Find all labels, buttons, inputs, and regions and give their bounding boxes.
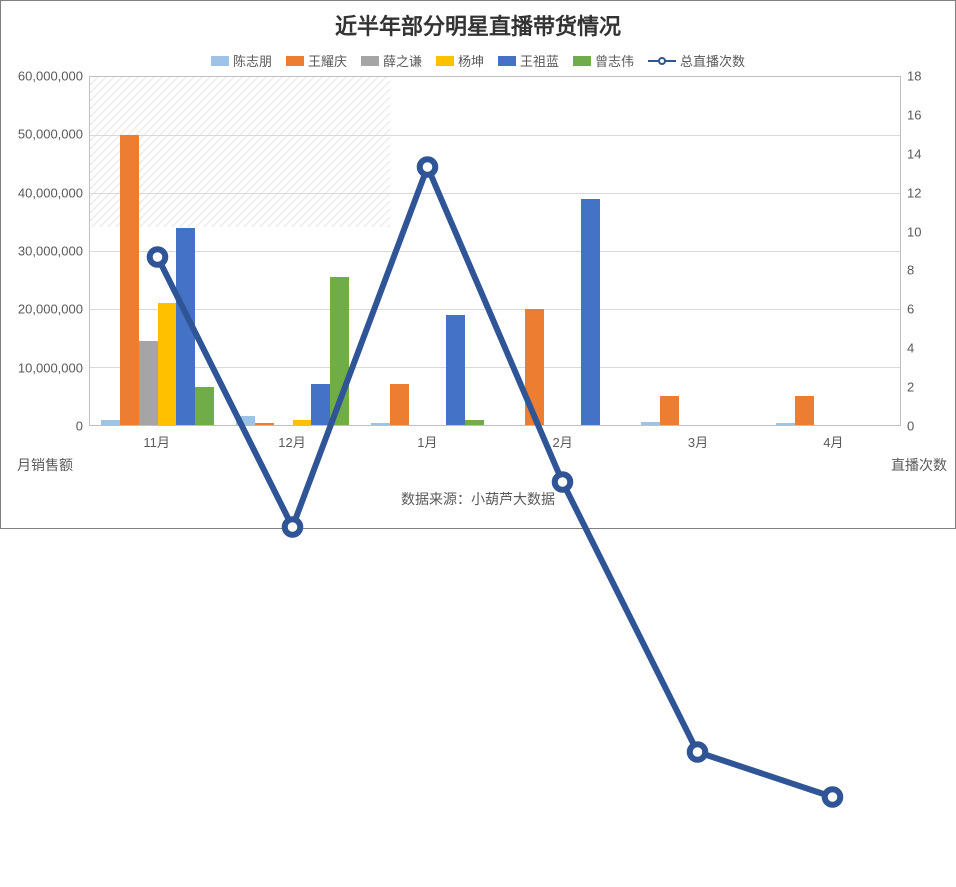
line-marker [285, 519, 301, 535]
chart-title: 近半年部分明星直播带货情况 [1, 9, 955, 41]
plot-row: 60,000,00050,000,00040,000,00030,000,000… [1, 76, 955, 426]
y-left-axis-title: 月销售额 [17, 455, 93, 475]
legend-swatch [573, 56, 591, 66]
y-right-axis-title: 直播次数 [891, 455, 947, 475]
y-tick-label: 6 [907, 303, 914, 316]
y-tick-label: 12 [907, 186, 921, 199]
legend-swatch [211, 56, 229, 66]
y-tick-label: 18 [907, 70, 921, 83]
legend-item: 杨坤 [436, 51, 484, 70]
legend-label: 王祖蓝 [520, 51, 559, 70]
line-marker [420, 159, 436, 175]
axis-title-row: 月销售额 直播次数 [1, 455, 955, 477]
legend-swatch [361, 56, 379, 66]
legend-item: 薛之谦 [361, 51, 422, 70]
legend-item: 王耀庆 [286, 51, 347, 70]
line-layer [90, 77, 900, 887]
plot-area [89, 76, 901, 426]
legend-label: 杨坤 [458, 51, 484, 70]
y-axis-left: 60,000,00050,000,00040,000,00030,000,000… [1, 76, 89, 426]
trend-line [158, 167, 833, 797]
y-tick-label: 4 [907, 342, 914, 355]
y-tick-label: 2 [907, 381, 914, 394]
chart-container: 近半年部分明星直播带货情况 陈志朋 王耀庆 薛之谦 杨坤 王祖蓝 曾志伟 总直播次数 60,… [0, 0, 956, 529]
legend-swatch [436, 56, 454, 66]
legend-item: 王祖蓝 [498, 51, 559, 70]
y-tick-label: 10 [907, 225, 921, 238]
y-tick-label: 40,000,000 [18, 186, 83, 199]
legend-label: 薛之谦 [383, 51, 422, 70]
legend-line-swatch [648, 55, 676, 67]
legend-item: 总直播次数 [648, 51, 745, 70]
line-marker [825, 789, 841, 805]
legend-item: 曾志伟 [573, 51, 634, 70]
y-axis-right: 181614121086420 [901, 76, 955, 426]
legend-label: 曾志伟 [595, 51, 634, 70]
y-tick-label: 8 [907, 264, 914, 277]
legend: 陈志朋 王耀庆 薛之谦 杨坤 王祖蓝 曾志伟 总直播次数 [1, 51, 955, 70]
y-tick-label: 10,000,000 [18, 361, 83, 374]
y-tick-label: 20,000,000 [18, 303, 83, 316]
legend-label: 王耀庆 [308, 51, 347, 70]
y-tick-label: 30,000,000 [18, 245, 83, 258]
y-tick-label: 60,000,000 [18, 70, 83, 83]
legend-item: 陈志朋 [211, 51, 272, 70]
legend-label: 总直播次数 [680, 51, 745, 70]
line-marker [690, 744, 706, 760]
legend-swatch [498, 56, 516, 66]
y-tick-label: 14 [907, 147, 921, 160]
y-tick-label: 16 [907, 108, 921, 121]
legend-label: 陈志朋 [233, 51, 272, 70]
y-tick-label: 0 [907, 420, 914, 433]
legend-swatch [286, 56, 304, 66]
y-tick-label: 50,000,000 [18, 128, 83, 141]
y-tick-label: 0 [76, 420, 83, 433]
line-marker [150, 249, 166, 265]
